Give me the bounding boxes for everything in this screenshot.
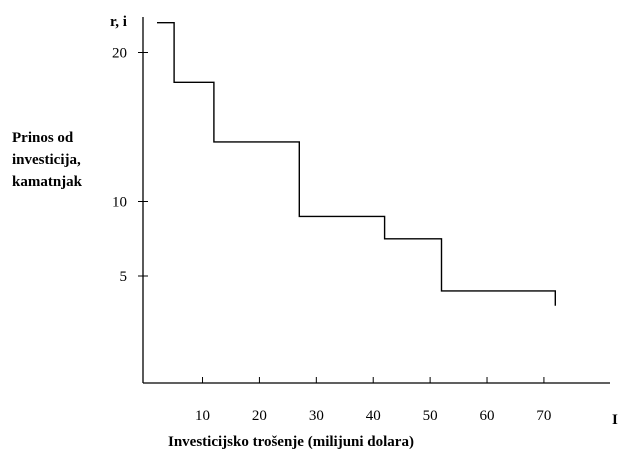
x-tick-label: 50 bbox=[423, 408, 438, 424]
series-step-line bbox=[157, 22, 556, 306]
axes bbox=[142, 17, 610, 384]
y-tick-label: 20 bbox=[112, 46, 127, 62]
y-tick-label: 5 bbox=[120, 269, 128, 285]
y-axis-title-line-2: investicija, bbox=[12, 152, 81, 168]
y-axis-title-line-3: kamatnjak bbox=[12, 174, 83, 190]
y-axis-title-line-1: Prinos od bbox=[12, 130, 74, 146]
x-tick-label: 40 bbox=[366, 408, 381, 424]
x-axis-title: Investicijsko trošenje (milijuni dolara) bbox=[168, 434, 414, 450]
series bbox=[157, 22, 556, 306]
y-axis-symbol: r, i bbox=[110, 14, 127, 30]
x-tick-label: 60 bbox=[480, 408, 495, 424]
y-axis-title: Prinos od investicija, kamatnjak bbox=[12, 130, 85, 190]
x-tick-label: 30 bbox=[309, 408, 324, 424]
ticks: 10 20 30 40 50 60 70 5 10 20 bbox=[112, 46, 551, 425]
x-tick-label: 20 bbox=[252, 408, 267, 424]
x-tick-label: 10 bbox=[195, 408, 210, 424]
x-tick-label: 70 bbox=[536, 408, 551, 424]
x-axis-symbol: I bbox=[612, 412, 618, 428]
y-tick-label: 10 bbox=[112, 195, 127, 211]
